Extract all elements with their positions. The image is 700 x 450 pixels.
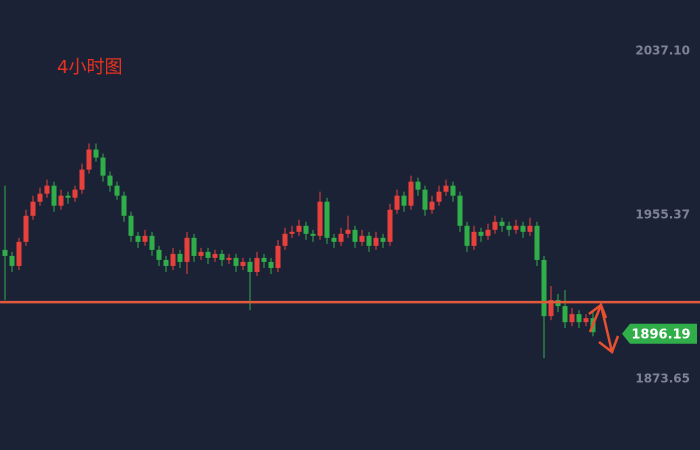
candle-body	[170, 253, 176, 266]
candle-body	[37, 193, 43, 202]
candle-body	[338, 233, 344, 242]
candle-body	[296, 225, 302, 232]
candle-body	[30, 201, 36, 216]
candle-body	[240, 261, 246, 266]
candle-body	[541, 259, 547, 317]
candle-body	[380, 237, 386, 242]
candle-body	[548, 300, 554, 317]
candle-body	[387, 209, 393, 242]
candle-body	[184, 237, 190, 262]
candle-body	[135, 235, 141, 242]
candle-body	[233, 257, 239, 266]
candle-body	[72, 189, 78, 198]
candle-body	[506, 225, 512, 230]
candle-body	[247, 261, 253, 272]
candle-body	[254, 257, 260, 272]
y-tick-label: 2037.10	[635, 43, 690, 57]
candle-body	[562, 306, 568, 323]
candle-body	[534, 225, 540, 260]
candle-body	[261, 257, 267, 262]
candle-body	[2, 249, 8, 256]
candle-body	[436, 191, 442, 202]
price-tag	[622, 323, 697, 344]
candle-body	[177, 253, 183, 262]
candle-body	[79, 169, 85, 190]
candle-body	[520, 225, 526, 232]
candle-body	[478, 231, 484, 236]
candle-body	[191, 237, 197, 256]
chart-title: 4小时图	[57, 57, 122, 78]
candle-body	[142, 235, 148, 242]
arrow-head	[588, 303, 608, 319]
candle-body	[289, 231, 295, 234]
candle-body	[373, 237, 379, 246]
candle-body	[205, 251, 211, 258]
candle-body	[464, 225, 470, 246]
candle-body	[282, 233, 288, 246]
y-tick-label: 1955.37	[635, 208, 690, 222]
candle-body	[114, 185, 120, 196]
candle-body	[275, 245, 281, 268]
candle-body	[317, 201, 323, 236]
candle-body	[58, 195, 64, 206]
candle-body	[23, 215, 29, 242]
candle-body	[401, 195, 407, 206]
candle-body	[499, 221, 505, 226]
candle-body	[429, 201, 435, 210]
candle-body	[128, 215, 134, 236]
candle-body	[422, 189, 428, 210]
candle-body	[359, 235, 365, 242]
candle-body	[331, 237, 337, 242]
candle-body	[226, 257, 232, 260]
candle-body	[86, 149, 92, 170]
candle-body	[583, 318, 589, 323]
candle-body	[408, 181, 414, 206]
candle-body	[527, 225, 533, 232]
price-tag-label: 1896.19	[631, 327, 690, 342]
candle-body	[471, 231, 477, 246]
candle-body	[345, 229, 351, 234]
candle-body	[219, 253, 225, 260]
candle-body	[394, 195, 400, 210]
candle-body	[310, 233, 316, 236]
candle-body	[121, 195, 127, 216]
candle-body	[576, 314, 582, 323]
y-tick-label: 1873.65	[635, 372, 690, 386]
candle-body	[268, 261, 274, 268]
candle-body	[100, 157, 106, 176]
candle-body	[485, 229, 491, 236]
candle-body	[212, 253, 218, 258]
candle-body	[513, 225, 519, 230]
candle-body	[65, 195, 71, 198]
arrow-head	[598, 335, 620, 355]
candle-body	[149, 235, 155, 250]
candle-body	[492, 221, 498, 230]
candle-body	[415, 181, 421, 190]
candle-body	[569, 314, 575, 323]
candle-body	[51, 185, 57, 206]
candle-body	[366, 235, 372, 246]
candle-body	[352, 229, 358, 242]
candle-body	[107, 175, 113, 186]
candle-body	[156, 249, 162, 260]
candle-body	[9, 255, 15, 266]
candle-body	[457, 195, 463, 226]
candle-body	[198, 251, 204, 256]
candle-body	[450, 185, 456, 196]
candle-body	[163, 259, 169, 266]
candle-body	[443, 185, 449, 192]
candle-body	[44, 185, 50, 194]
candle-body	[324, 201, 330, 238]
candle-body	[303, 225, 309, 234]
candle-body	[16, 241, 22, 266]
candle-body	[93, 149, 99, 158]
